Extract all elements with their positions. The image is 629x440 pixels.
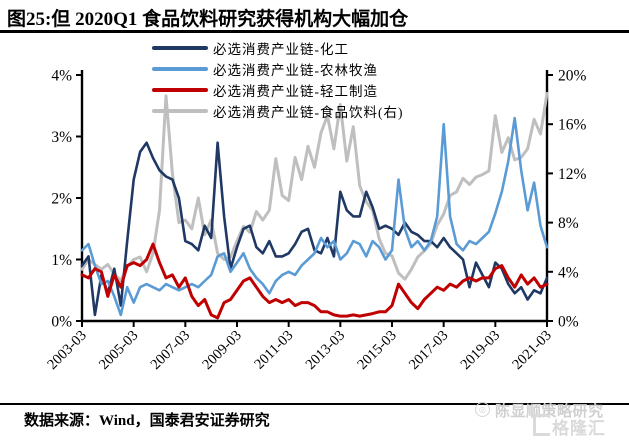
watermark-logo-bracket-icon — [533, 414, 550, 436]
left-axis-tick-label: 4% — [51, 68, 72, 85]
x-axis-tick-label: 2021-03 — [509, 328, 554, 373]
legend-label: 必选消费产业链-化工 — [213, 41, 349, 57]
x-axis-tick-label: 2003-03 — [44, 328, 89, 373]
legend-item-1: 必选消费产业链-农林牧渔 — [152, 58, 404, 79]
footer-divider-line — [0, 403, 629, 405]
right-axis-tick-label: 8% — [558, 215, 579, 232]
x-axis-tick-label: 2005-03 — [96, 328, 141, 373]
legend-item-2: 必选消费产业链-轻工制造 — [152, 79, 404, 100]
right-axis-tick-label: 16% — [558, 117, 587, 134]
x-axis-tick-label: 2013-03 — [303, 328, 348, 373]
chart-title: 图25:但 2020Q1 食品饮料研究获得机构大幅加仓 — [7, 9, 409, 30]
x-axis-tick-label: 2015-03 — [354, 328, 399, 373]
legend-swatch-icon — [152, 108, 208, 113]
x-axis-tick-label: 2007-03 — [148, 328, 193, 373]
left-axis-tick-label: 1% — [51, 252, 72, 269]
watermark-author-text: 陈显顺策略研究 — [495, 404, 604, 420]
legend-swatch-icon — [152, 87, 208, 92]
series-line-3 — [80, 91, 549, 282]
right-axis-tick-label: 4% — [558, 264, 579, 281]
data-source-note: 数据来源：Wind，国泰君安证券研究 — [24, 413, 270, 429]
chart-legend: 必选消费产业链-化工必选消费产业链-农林牧渔 必选消费产业链-轻工制造必选消费产业… — [152, 37, 404, 121]
series-line-2 — [80, 242, 549, 320]
x-axis-tick-label: 2011-03 — [251, 328, 296, 373]
legend-item-3: 必选消费产业链-食品饮料(右) — [152, 100, 404, 121]
legend-swatch-icon — [152, 66, 208, 71]
x-axis-tick-label: 2009-03 — [199, 328, 244, 373]
legend-label: 必选消费产业链-轻工制造 — [213, 83, 378, 99]
legend-item-0: 必选消费产业链-化工 — [152, 37, 404, 58]
legend-label: 必选消费产业链-食品饮料(右) — [213, 104, 404, 120]
right-axis-tick-label: 0% — [558, 314, 579, 331]
watermark-seal-icon: ◎ — [475, 402, 490, 417]
watermark: ◎ 陈显顺策略研究 格隆汇 — [475, 396, 625, 438]
x-axis-tick-label: 2019-03 — [458, 328, 503, 373]
watermark-logo-text: 格隆汇 — [552, 419, 606, 438]
series-line-1 — [80, 116, 549, 317]
legend-label: 必选消费产业链-农林牧渔 — [213, 62, 378, 78]
legend-swatch-icon — [152, 45, 208, 50]
left-axis-tick-label: 2% — [51, 191, 72, 208]
right-axis-tick-label: 12% — [558, 166, 587, 183]
left-axis-tick-label: 3% — [51, 129, 72, 146]
title-divider-line — [0, 30, 629, 33]
left-axis-tick-label: 0% — [51, 314, 72, 331]
right-axis-tick-label: 20% — [558, 68, 587, 85]
watermark-logo: 格隆汇 — [533, 414, 606, 439]
x-axis-tick-label: 2017-03 — [406, 328, 451, 373]
